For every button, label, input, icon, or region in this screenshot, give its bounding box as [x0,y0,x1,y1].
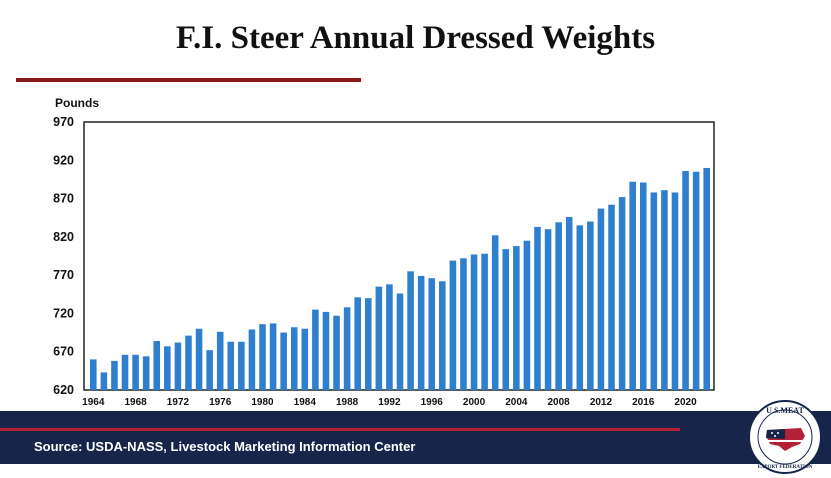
bar-2021 [692,171,700,390]
bar-1977 [227,341,235,390]
bar-1965 [100,372,108,390]
bar-1964 [90,359,97,390]
bar-2008 [555,222,562,390]
bar-1991 [375,286,383,390]
bar-1980 [259,324,266,390]
bar-2012 [597,208,605,390]
x-tick-label: 1996 [421,397,444,408]
x-tick-label: 2012 [590,397,613,408]
bar-2014 [618,197,626,390]
bar-2017 [650,192,658,390]
footer-band [0,411,831,433]
bar-2005 [523,240,531,390]
bar-1976 [216,331,224,390]
bar-2000 [470,254,478,390]
y-tick-label: 770 [53,268,74,282]
bar-2007 [544,229,552,390]
source-text: Source: USDA-NASS, Livestock Marketing I… [34,439,416,454]
bar-2006 [534,226,541,390]
bar-1999 [460,258,467,390]
bar-1984 [301,328,309,390]
bar-2002 [491,235,499,390]
bar-1985 [312,309,319,390]
bar-2015 [629,181,636,390]
y-axis-label: Pounds [55,96,99,110]
bar-1966 [111,360,118,390]
x-tick-label: 1972 [167,397,190,408]
bar-1974 [195,328,203,390]
usa-flag-map-icon [766,428,805,451]
x-tick-label: 2004 [505,397,528,408]
bar-1981 [269,323,277,390]
chart-title: F.I. Steer Annual Dressed Weights [175,20,656,56]
logo-bottom-text: EXPORT FEDERATION [758,465,813,470]
bar-1998 [449,260,457,390]
x-tick-label: 1968 [124,397,147,408]
bar-1983 [290,327,298,390]
bar-2010 [576,225,584,390]
y-tick-label: 970 [53,115,74,129]
x-tick-label: 2008 [548,397,571,408]
bar-1987 [333,315,340,390]
bars [90,167,710,390]
bar-2001 [481,253,488,390]
bar-1971 [164,346,171,390]
bar-1967 [121,354,129,390]
x-tick-label: 2000 [463,397,486,408]
source-bar: Source: USDA-NASS, Livestock Marketing I… [0,432,831,464]
bar-1968 [132,354,139,390]
bar-2004 [513,246,520,390]
title-underline [16,78,361,82]
bar-1997 [439,281,446,390]
x-tick-label: 1980 [251,397,274,408]
y-tick-label: 670 [53,345,74,359]
y-ticks: 620 670 720 770 820 870 920 970 [53,115,74,397]
y-tick-label: 920 [53,153,74,167]
bar-1970 [153,340,161,390]
x-tick-label: 2020 [674,397,697,408]
logo-top-text: U.S.MEAT [766,406,804,415]
bar-2003 [502,249,510,390]
bar-1990 [364,298,372,390]
bar-2018 [661,190,668,390]
bar-2016 [639,182,647,390]
bar-2019 [671,192,679,390]
x-tick-label: 2016 [632,397,655,408]
bar-1982 [280,332,287,390]
x-tick-label: 1964 [82,397,105,408]
bar-1978 [238,341,245,390]
y-tick-label: 720 [53,306,74,320]
bar-1986 [322,311,330,390]
bar-1975 [206,350,213,390]
bar-1979 [248,329,256,390]
x-ticks: 1964 1968 1972 1976 1980 1984 1988 1992 1996 2000… [82,397,697,408]
bar-1993 [396,293,404,390]
x-tick-label: 1992 [378,397,401,408]
bar-chart: Pounds 620 670 720 770 820 870 920 970 1964 1968… [53,96,715,408]
bar-1988 [343,307,351,390]
x-tick-label: 1976 [209,397,232,408]
usmef-logo: U.S.MEAT EXPORT FEDERATION [748,400,822,474]
x-tick-label: 1988 [336,397,359,408]
bar-2020 [682,171,689,390]
bar-1989 [354,297,361,390]
y-tick-label: 820 [53,230,74,244]
bar-1969 [142,356,150,390]
bar-1995 [417,275,425,390]
bar-1994 [407,271,414,390]
y-tick-label: 870 [53,192,74,206]
bar-1972 [174,342,182,390]
y-tick-label: 620 [53,383,74,397]
x-tick-label: 1984 [294,397,317,408]
bar-1973 [185,335,192,390]
bar-1992 [386,284,393,390]
bar-2011 [587,221,594,390]
footer-red-stripe [0,428,680,431]
bar-1996 [428,278,436,390]
bar-2013 [608,204,615,390]
bar-2009 [565,216,573,390]
bar-2022 [703,167,710,390]
